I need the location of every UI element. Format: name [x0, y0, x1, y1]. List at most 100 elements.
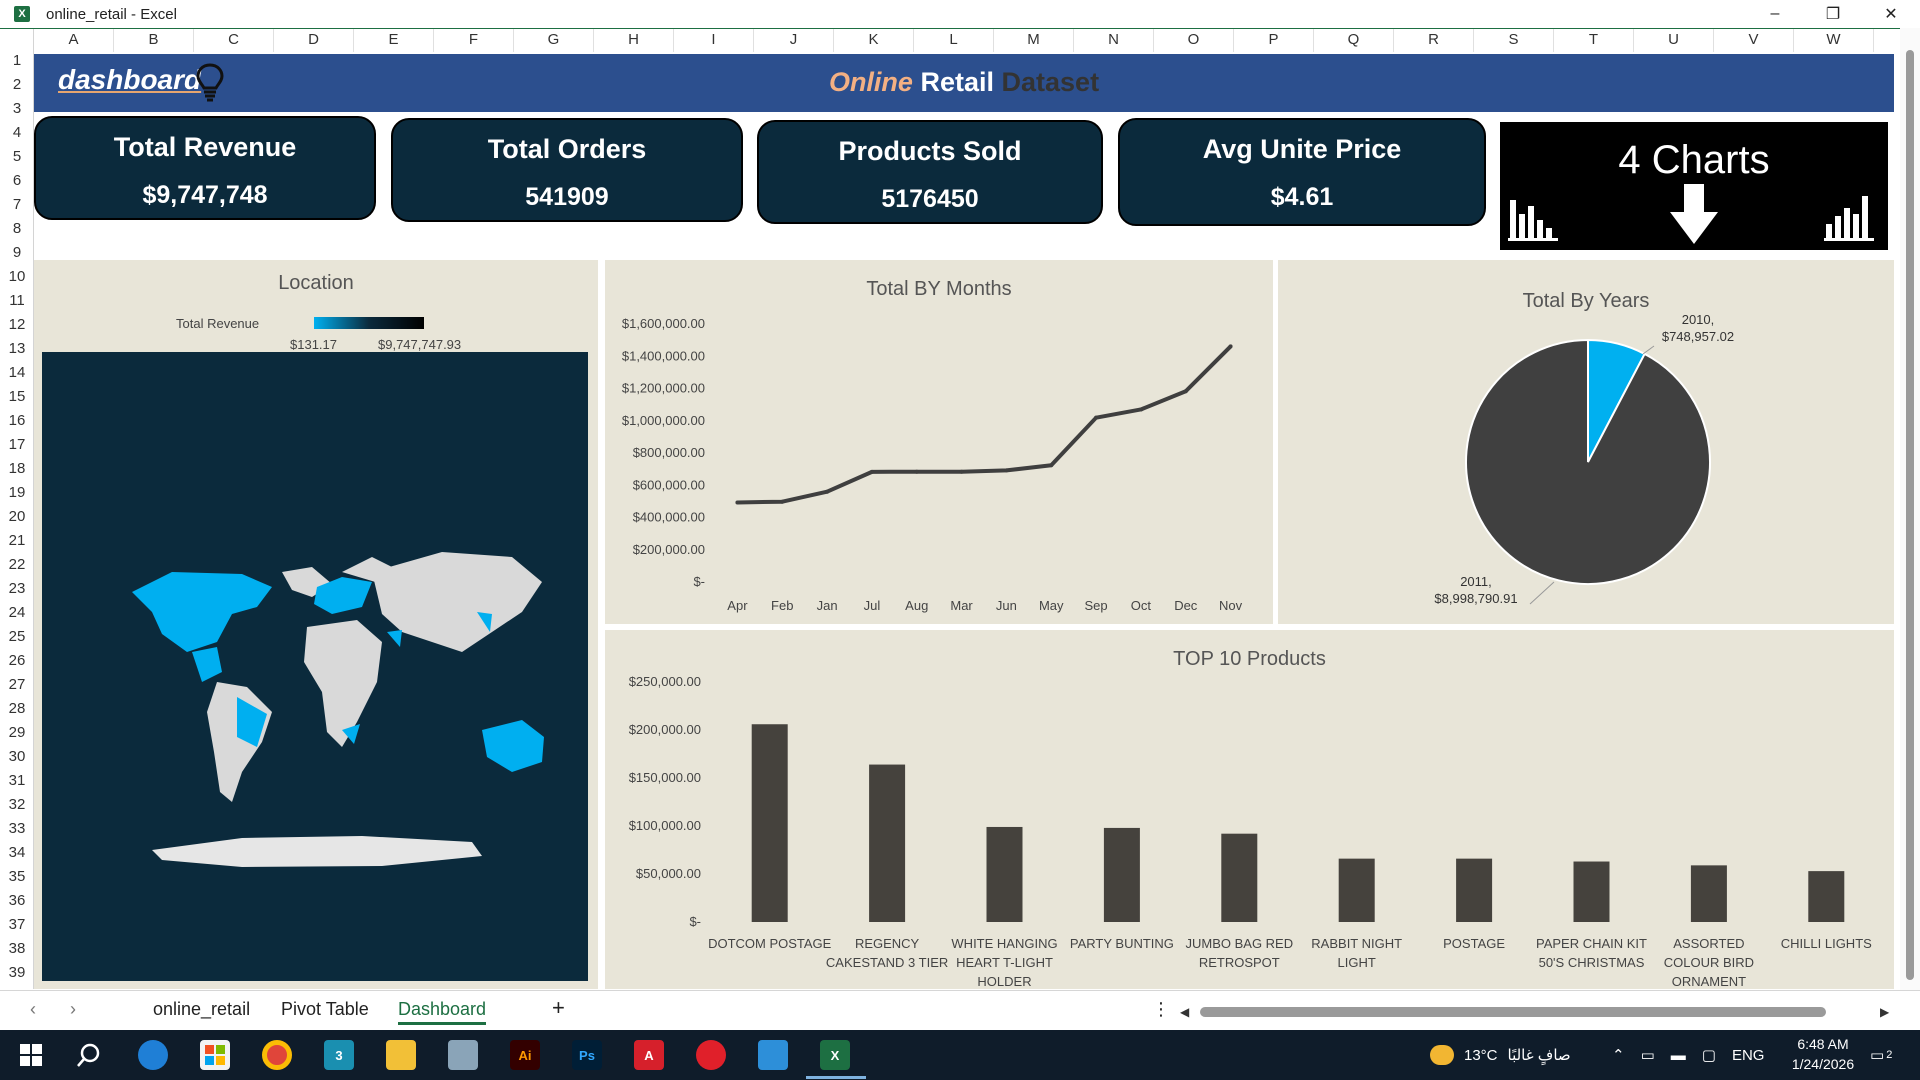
row-header-cell[interactable]: 26 [8, 652, 26, 669]
charts-navigation-box[interactable]: 4 Charts [1500, 122, 1888, 250]
row-header-cell[interactable]: 34 [8, 844, 26, 861]
row-header-cell[interactable]: 6 [12, 172, 22, 189]
row-header-cell[interactable]: 13 [8, 340, 26, 357]
battery-icon[interactable]: ▬ [1670, 1046, 1686, 1064]
next-sheet-button[interactable]: › [70, 999, 76, 1019]
printer-icon[interactable] [448, 1040, 478, 1070]
store-icon[interactable] [200, 1040, 230, 1070]
more-options-icon[interactable]: ⋮ [1152, 999, 1170, 1019]
row-header-cell[interactable]: 3 [12, 100, 22, 117]
pie-chart-panel[interactable]: Total By Years 2010, $748,957.02 2011, $8,9… [1278, 260, 1894, 624]
select-all-corner[interactable] [0, 29, 34, 52]
media-icon[interactable] [696, 1040, 726, 1070]
column-header-cell[interactable]: G [514, 29, 594, 52]
row-header-cell[interactable]: 8 [12, 220, 22, 237]
column-header-cell[interactable]: V [1714, 29, 1794, 52]
windows-start-icon[interactable] [16, 1040, 46, 1070]
sheet-tab-pivot-table[interactable]: Pivot Table [281, 999, 369, 1019]
sheet-tab-dashboard[interactable]: Dashboard [398, 999, 487, 1025]
row-header-cell[interactable]: 38 [8, 940, 26, 957]
excel-icon[interactable]: X [820, 1040, 850, 1070]
3dsmax-icon[interactable]: 3 [324, 1040, 354, 1070]
row-header-cell[interactable]: 4 [12, 124, 22, 141]
column-header-cell[interactable]: K [834, 29, 914, 52]
illustrator-icon[interactable]: Ai [510, 1040, 540, 1070]
column-header-cell[interactable]: L [914, 29, 994, 52]
row-header-cell[interactable]: 25 [8, 628, 26, 645]
minimize-button[interactable]: – [1770, 5, 1780, 22]
weather-temp[interactable]: 13°C [1464, 1046, 1498, 1064]
column-header-cell[interactable]: P [1234, 29, 1314, 52]
close-button[interactable]: ✕ [1884, 6, 1898, 23]
column-header-cell[interactable]: B [114, 29, 194, 52]
row-header-cell[interactable]: 23 [8, 580, 26, 597]
row-header-cell[interactable]: 14 [8, 364, 26, 381]
row-header-cell[interactable]: 9 [12, 244, 22, 261]
language-indicator[interactable]: ENG [1731, 1046, 1765, 1064]
row-header-cell[interactable]: 17 [8, 436, 26, 453]
row-header-cell[interactable]: 7 [12, 196, 22, 213]
column-header-cell[interactable]: H [594, 29, 674, 52]
display-icon[interactable]: ▢ [1701, 1047, 1716, 1064]
column-header-cell[interactable]: W [1794, 29, 1874, 52]
row-header-cell[interactable]: 39 [8, 964, 26, 981]
row-header-cell[interactable]: 36 [8, 892, 26, 909]
weather-desc[interactable]: صافٍ غالبًا [1507, 1047, 1571, 1064]
row-header-cell[interactable]: 10 [8, 268, 26, 285]
bar-chart-panel[interactable]: TOP 10 Products $250,000.00 $200,000.00 $1… [605, 630, 1894, 989]
file-explorer-icon[interactable] [386, 1040, 416, 1070]
row-header-cell[interactable]: 31 [8, 772, 26, 789]
vertical-scroll-thumb[interactable] [1906, 50, 1914, 980]
column-header-cell[interactable]: R [1394, 29, 1474, 52]
row-header-cell[interactable]: 29 [8, 724, 26, 741]
row-header-cell[interactable]: 20 [8, 508, 26, 525]
taskbar-clock[interactable]: 6:48 AM 1/24/2026 [1768, 1034, 1878, 1074]
column-header-cell[interactable]: C [194, 29, 274, 52]
row-header-cell[interactable]: 21 [8, 532, 26, 549]
row-header-cell[interactable]: 33 [8, 820, 26, 837]
sheet-tab-online-retail[interactable]: online_retail [153, 999, 251, 1019]
column-header-cell[interactable]: Q [1314, 29, 1394, 52]
row-header-cell[interactable]: 12 [8, 316, 26, 333]
row-header-cell[interactable]: 30 [8, 748, 26, 765]
column-header-cell[interactable]: I [674, 29, 754, 52]
column-header-cell[interactable]: E [354, 29, 434, 52]
column-header-cell[interactable]: O [1154, 29, 1234, 52]
chrome-icon[interactable] [262, 1040, 292, 1070]
row-header-cell[interactable]: 22 [8, 556, 26, 573]
restore-button[interactable]: ❐ [1825, 6, 1841, 23]
scroll-right-icon[interactable]: ▶ [1880, 1005, 1890, 1019]
chevron-up-icon[interactable]: ⌃ [1612, 1047, 1625, 1064]
row-header-cell[interactable]: 19 [8, 484, 26, 501]
column-header-cell[interactable]: U [1634, 29, 1714, 52]
scroll-left-icon[interactable]: ◀ [1180, 1005, 1190, 1019]
row-header-cell[interactable]: 2 [12, 76, 22, 93]
column-header-cell[interactable]: S [1474, 29, 1554, 52]
column-header-cell[interactable]: N [1074, 29, 1154, 52]
notifications-icon[interactable]: ▭ [1870, 1047, 1885, 1064]
column-header-cell[interactable]: T [1554, 29, 1634, 52]
row-header-cell[interactable]: 27 [8, 676, 26, 693]
autocad-icon[interactable]: A [634, 1040, 664, 1070]
line-chart-panel[interactable]: Total BY Months $1,600,000.00 $1,400,000.… [605, 260, 1273, 624]
world-map[interactable] [42, 352, 588, 981]
search-icon[interactable] [74, 1040, 104, 1070]
row-header-cell[interactable]: 24 [8, 604, 26, 621]
row-header-cell[interactable]: 35 [8, 868, 26, 885]
column-header-cell[interactable]: J [754, 29, 834, 52]
row-header-cell[interactable]: 16 [8, 412, 26, 429]
column-header-cell[interactable]: D [274, 29, 354, 52]
location-map-panel[interactable]: Location Total Revenue $131.17 $9,747,74… [34, 260, 598, 989]
app-icon[interactable] [758, 1040, 788, 1070]
prev-sheet-button[interactable]: ‹ [30, 999, 36, 1019]
vertical-scrollbar[interactable] [1900, 28, 1920, 990]
weather-icon[interactable] [1430, 1045, 1454, 1065]
row-header-cell[interactable]: 37 [8, 916, 26, 933]
column-header-cell[interactable]: M [994, 29, 1074, 52]
photoshop-icon[interactable]: Ps [572, 1040, 602, 1070]
row-header-cell[interactable]: 5 [12, 148, 22, 165]
row-header-cell[interactable]: 28 [8, 700, 26, 717]
row-header-cell[interactable]: 1 [12, 52, 22, 69]
horizontal-scrollbar[interactable] [1200, 1007, 1826, 1017]
network-icon[interactable]: ▭ [1640, 1047, 1655, 1064]
